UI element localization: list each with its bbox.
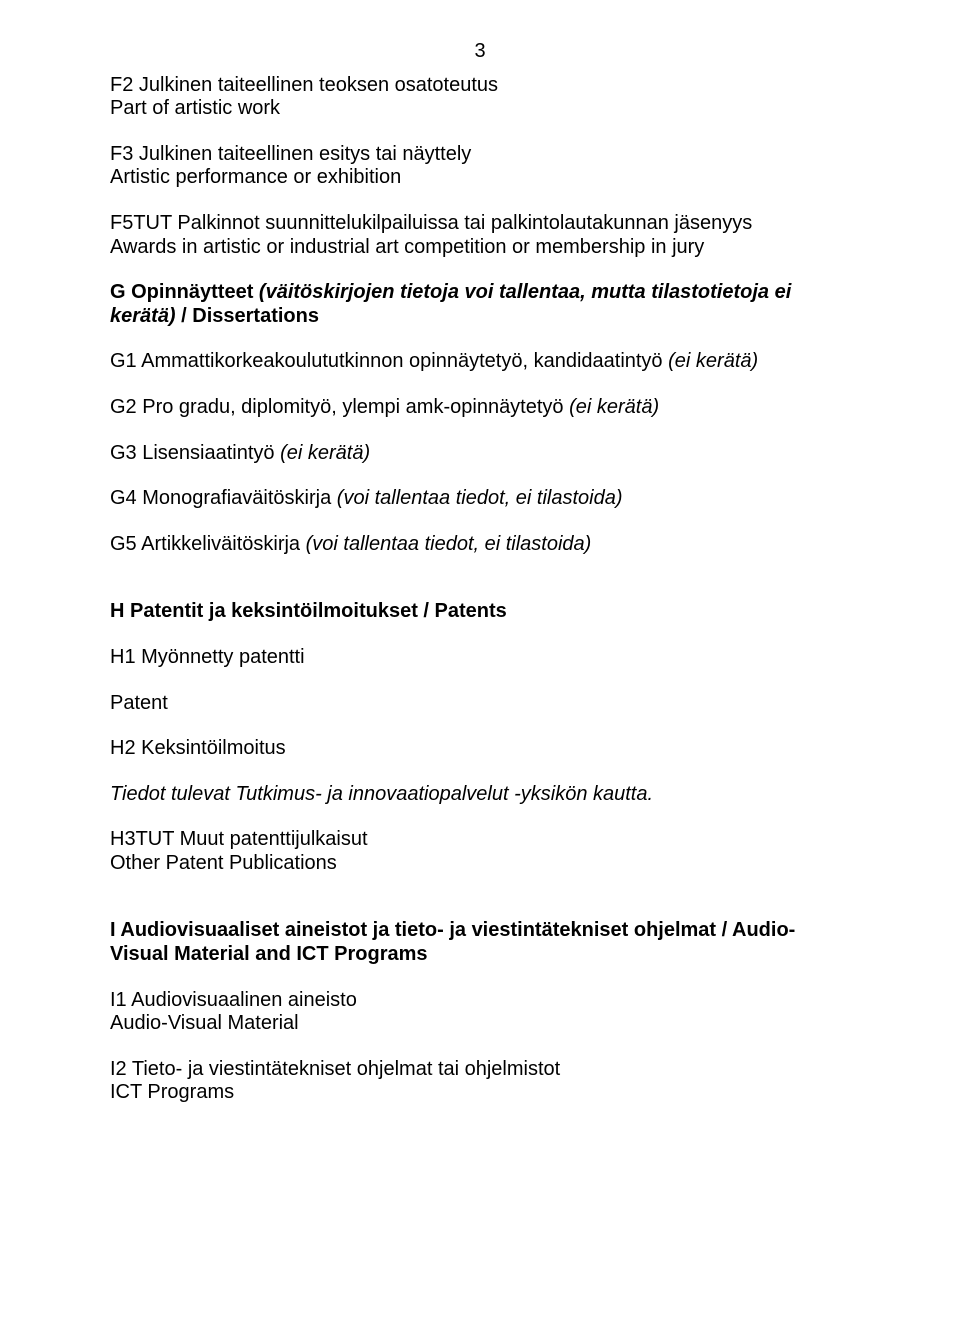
h3tut-fi: H3TUT Muut patenttijulkaisut (110, 828, 850, 852)
page-number: 3 (110, 40, 850, 64)
item-g2: G2 Pro gradu, diplomityö, ylempi amk-opi… (110, 396, 850, 420)
f5tut-en: Awards in artistic or industrial art com… (110, 236, 850, 260)
g4-text: G4 Monografiaväitöskirja (110, 487, 337, 509)
item-h1-en: Patent (110, 692, 850, 716)
i2-en: ICT Programs (110, 1081, 850, 1105)
i2-fi: I2 Tieto- ja viestintätekniset ohjelmat … (110, 1058, 850, 1082)
g2-italic: (ei kerätä) (569, 396, 659, 418)
f3-en: Artistic performance or exhibition (110, 166, 850, 190)
item-h3tut: H3TUT Muut patenttijulkaisut Other Paten… (110, 828, 850, 875)
g1-italic: (ei kerätä) (668, 350, 758, 372)
item-i2: I2 Tieto- ja viestintätekniset ohjelmat … (110, 1058, 850, 1105)
g2-text: G2 Pro gradu, diplomityö, ylempi amk-opi… (110, 396, 569, 418)
g3-text: G3 Lisensiaatintyö (110, 442, 280, 464)
item-i1: I1 Audiovisuaalinen aineisto Audio-Visua… (110, 989, 850, 1036)
f2-fi: F2 Julkinen taiteellinen teoksen osatote… (110, 74, 850, 98)
f2-en: Part of artistic work (110, 97, 850, 121)
g4-italic: (voi tallentaa tiedot, ei tilastoida) (337, 487, 623, 509)
g5-text: G5 Artikkeliväitöskirja (110, 533, 306, 555)
g1-text: G1 Ammattikorkeakoulututkinnon opinnäyte… (110, 350, 668, 372)
item-g4: G4 Monografiaväitöskirja (voi tallentaa … (110, 487, 850, 511)
f5tut-fi: F5TUT Palkinnot suunnittelukilpailuissa … (110, 212, 850, 236)
item-g5: G5 Artikkeliväitöskirja (voi tallentaa t… (110, 533, 850, 557)
f3-fi: F3 Julkinen taiteellinen esitys tai näyt… (110, 143, 850, 167)
item-g3: G3 Lisensiaatintyö (ei kerätä) (110, 442, 850, 466)
document-page: 3 F2 Julkinen taiteellinen teoksen osato… (0, 0, 960, 1338)
g-head-prefix: G Opinnäytteet (110, 281, 259, 303)
section-i-heading: I Audiovisuaaliset aineistot ja tieto- j… (110, 919, 850, 966)
g-head-suffix: / Dissertations (176, 305, 319, 327)
i1-en: Audio-Visual Material (110, 1012, 850, 1036)
i1-fi: I1 Audiovisuaalinen aineisto (110, 989, 850, 1013)
h3tut-en: Other Patent Publications (110, 852, 850, 876)
item-g1: G1 Ammattikorkeakoulututkinnon opinnäyte… (110, 350, 850, 374)
section-h-heading: H Patentit ja keksintöilmoitukset / Pate… (110, 600, 850, 624)
g3-italic: (ei kerätä) (280, 442, 370, 464)
g5-italic: (voi tallentaa tiedot, ei tilastoida) (306, 533, 592, 555)
item-h2-note: Tiedot tulevat Tutkimus- ja innovaatiopa… (110, 783, 850, 807)
item-f2: F2 Julkinen taiteellinen teoksen osatote… (110, 74, 850, 121)
item-f5tut: F5TUT Palkinnot suunnittelukilpailuissa … (110, 212, 850, 259)
section-g-heading: G Opinnäytteet (väitöskirjojen tietoja v… (110, 281, 850, 328)
item-h1: H1 Myönnetty patentti (110, 646, 850, 670)
item-h2: H2 Keksintöilmoitus (110, 737, 850, 761)
item-f3: F3 Julkinen taiteellinen esitys tai näyt… (110, 143, 850, 190)
